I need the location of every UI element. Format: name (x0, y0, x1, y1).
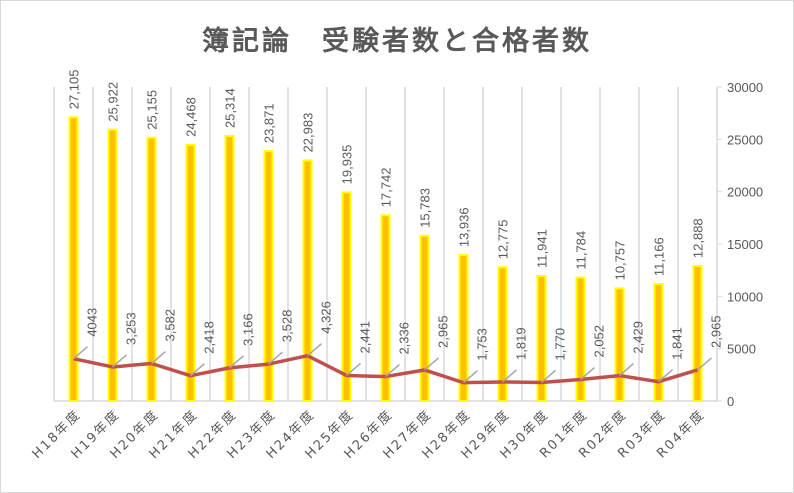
line-data-label: 3,166 (241, 313, 256, 346)
bar-data-label: 27,105 (67, 70, 82, 110)
bar-data-label: 24,468 (184, 97, 199, 137)
leader-line (658, 369, 673, 383)
bar (575, 276, 586, 402)
y-tick-label: 10000 (727, 289, 763, 304)
bar-data-label: 12,888 (691, 218, 706, 258)
leader-line (151, 350, 166, 365)
line-data-label: 4,326 (319, 301, 334, 334)
leader-line (229, 355, 244, 369)
leader-line (346, 362, 361, 377)
bar-data-label: 22,983 (301, 113, 316, 153)
y-tick-label: 30000 (727, 80, 763, 95)
y-tick-label: 5000 (727, 342, 756, 357)
bar-data-label: 25,314 (223, 88, 238, 128)
leader-line (307, 343, 322, 357)
leader-line (268, 351, 283, 365)
bar (341, 191, 352, 402)
bar-data-label: 17,742 (379, 168, 394, 208)
leader-line (190, 363, 205, 377)
line-data-label: 1,819 (514, 327, 529, 360)
bar (419, 234, 430, 402)
bar (653, 283, 664, 403)
bar-data-label: 12,775 (496, 220, 511, 260)
line-data-label: 2,965 (436, 315, 451, 348)
bar (68, 116, 79, 403)
bar-data-label: 10,757 (613, 241, 628, 281)
leader-line (385, 363, 400, 378)
bar (458, 254, 469, 402)
y-tick-label: 25000 (727, 132, 763, 147)
bar-data-label: 11,166 (652, 237, 667, 276)
line-data-label: 4043 (85, 308, 100, 337)
leader-line (73, 346, 88, 360)
leader-line (580, 366, 595, 381)
bar (497, 266, 508, 402)
leader-line (424, 357, 439, 371)
line-data-label: 2,441 (358, 321, 373, 354)
chart-title: 簿記論 受験者数と合格者数 (202, 26, 592, 57)
bar-data-label: 23,871 (262, 103, 277, 143)
bar-data-label: 15,783 (418, 188, 433, 228)
bar (185, 143, 196, 402)
bar-data-label: 11,941 (535, 229, 550, 268)
line-data-label: 3,528 (280, 310, 295, 343)
bar-data-label: 11,784 (574, 231, 589, 270)
leader-line (697, 357, 712, 371)
bar (263, 150, 274, 402)
bar (380, 214, 391, 402)
bar (224, 135, 235, 402)
leader-line (541, 369, 556, 384)
bar (614, 287, 625, 402)
line-data-label: 2,418 (202, 321, 217, 354)
line-data-label: 3,253 (124, 312, 139, 345)
bar (302, 159, 313, 402)
bar (536, 275, 547, 403)
line-data-label: 2,965 (709, 315, 724, 348)
bar-data-label: 13,936 (457, 207, 472, 247)
bar (107, 128, 118, 402)
bar-data-label: 25,155 (145, 90, 160, 130)
line-data-label: 1,841 (670, 327, 685, 360)
bar (146, 136, 157, 402)
leader-line (112, 354, 127, 368)
leader-line (619, 363, 634, 377)
bar (692, 265, 703, 402)
y-tick-label: 20000 (727, 185, 763, 200)
bar-data-label: 25,922 (106, 82, 121, 122)
y-tick-label: 15000 (727, 237, 763, 252)
bar-data-label: 19,935 (340, 145, 355, 185)
line-data-label: 2,429 (631, 321, 646, 354)
leader-line (463, 370, 478, 384)
y-tick-label: 0 (727, 394, 734, 409)
line-data-label: 1,770 (553, 328, 568, 361)
line-data-label: 1,753 (475, 328, 490, 361)
line-data-label: 2,336 (397, 322, 412, 355)
line-data-label: 3,582 (163, 309, 178, 342)
line-data-label: 2,052 (592, 325, 607, 358)
leader-line (502, 369, 517, 383)
